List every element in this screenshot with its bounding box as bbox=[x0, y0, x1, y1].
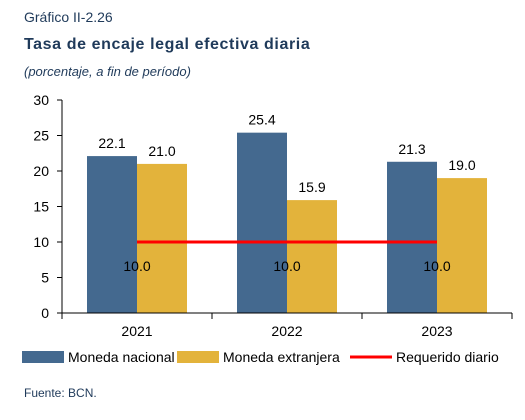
label-extranjera-2021: 21.0 bbox=[148, 143, 175, 159]
label-requerido-2021: 10.0 bbox=[123, 258, 150, 274]
bar-nacional-2023 bbox=[387, 161, 437, 313]
x-tick-label-2021: 2021 bbox=[121, 323, 152, 339]
bar-extranjera-2021 bbox=[137, 163, 187, 313]
x-tick-label-2023: 2023 bbox=[421, 323, 452, 339]
chart-title: Tasa de encaje legal efectiva diaria bbox=[24, 36, 311, 53]
label-nacional-2021: 22.1 bbox=[98, 135, 125, 151]
y-tick-label: 0 bbox=[41, 305, 49, 321]
bar-nacional-2022 bbox=[237, 132, 287, 313]
y-tick-label: 15 bbox=[33, 199, 49, 215]
label-nacional-2022: 25.4 bbox=[248, 112, 275, 128]
label-extranjera-2023: 19.0 bbox=[448, 157, 475, 173]
bars-layer bbox=[87, 132, 487, 313]
source-note: Fuente: BCN. bbox=[24, 386, 97, 400]
y-tick-label: 10 bbox=[33, 234, 49, 250]
label-nacional-2023: 21.3 bbox=[398, 141, 425, 157]
legend-label-requerido: Requerido diario bbox=[396, 349, 499, 365]
label-requerido-2023: 10.0 bbox=[423, 258, 450, 274]
y-tick-label: 25 bbox=[33, 128, 49, 144]
bar-nacional-2021 bbox=[87, 156, 137, 313]
axes: 0 5 10 15 20 25 30 2021 2022 2023 bbox=[33, 92, 513, 339]
y-tick-label: 5 bbox=[41, 270, 49, 286]
legend-label-nacional: Moneda nacional bbox=[68, 349, 175, 365]
legend: Moneda nacional Moneda extranjera Requerid… bbox=[22, 349, 499, 365]
legend-swatch-extranjera bbox=[177, 351, 219, 363]
figure-label: Gráfico II-2.26 bbox=[24, 9, 113, 25]
y-tick-label: 20 bbox=[33, 163, 49, 179]
x-tick-label-2022: 2022 bbox=[271, 323, 302, 339]
label-requerido-2022: 10.0 bbox=[273, 258, 300, 274]
bar-extranjera-2023 bbox=[437, 178, 487, 313]
legend-label-extranjera: Moneda extranjera bbox=[223, 349, 340, 365]
legend-swatch-nacional bbox=[22, 351, 64, 363]
chart-subtitle: (porcentaje, a fin de período) bbox=[24, 64, 191, 79]
label-extranjera-2022: 15.9 bbox=[298, 179, 325, 195]
data-labels: 22.1 21.0 25.4 15.9 21.3 19.0 10.0 10.0 10.0 bbox=[98, 112, 475, 274]
bar-extranjera-2022 bbox=[287, 200, 337, 313]
y-tick-label: 30 bbox=[33, 92, 49, 108]
